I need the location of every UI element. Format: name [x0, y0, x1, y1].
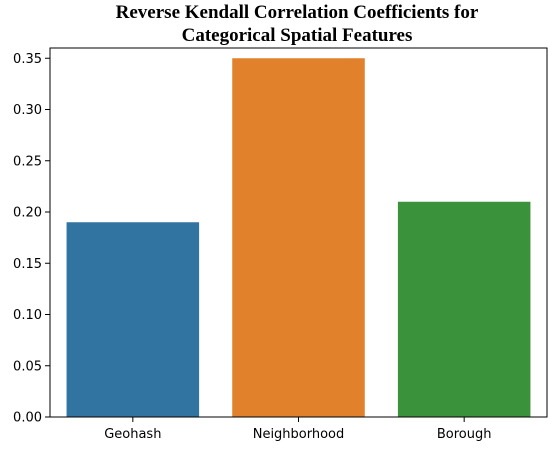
bars-group	[66, 58, 531, 417]
bar-neighborhood	[232, 58, 365, 417]
x-tick-label-geohash: Geohash	[104, 427, 161, 442]
y-tick-label: 0.20	[13, 206, 42, 221]
y-axis: 0.00 0.05 0.10 0.15 0.20 0.25 0.30 0.35	[13, 52, 50, 426]
y-tick-label: 0.00	[13, 411, 42, 426]
y-tick-label: 0.35	[13, 52, 42, 67]
y-tick-label: 0.15	[13, 257, 42, 272]
chart-title-line-1: Reverse Kendall Correlation Coefficients…	[116, 2, 479, 23]
x-axis: Geohash Neighborhood Borough	[104, 417, 491, 442]
bar-borough	[397, 201, 531, 417]
chart-title: Reverse Kendall Correlation Coefficients…	[116, 2, 479, 46]
y-tick-label: 0.05	[13, 359, 42, 374]
bar-geohash	[66, 222, 200, 417]
y-tick-label: 0.30	[13, 103, 42, 118]
x-tick-label-borough: Borough	[437, 427, 492, 442]
plot-frame	[49, 47, 548, 418]
x-tick-label-neighborhood: Neighborhood	[253, 427, 345, 442]
chart-title-line-2: Categorical Spatial Features	[182, 25, 413, 46]
y-tick-label: 0.10	[13, 308, 42, 323]
y-tick-label: 0.25	[13, 154, 42, 169]
